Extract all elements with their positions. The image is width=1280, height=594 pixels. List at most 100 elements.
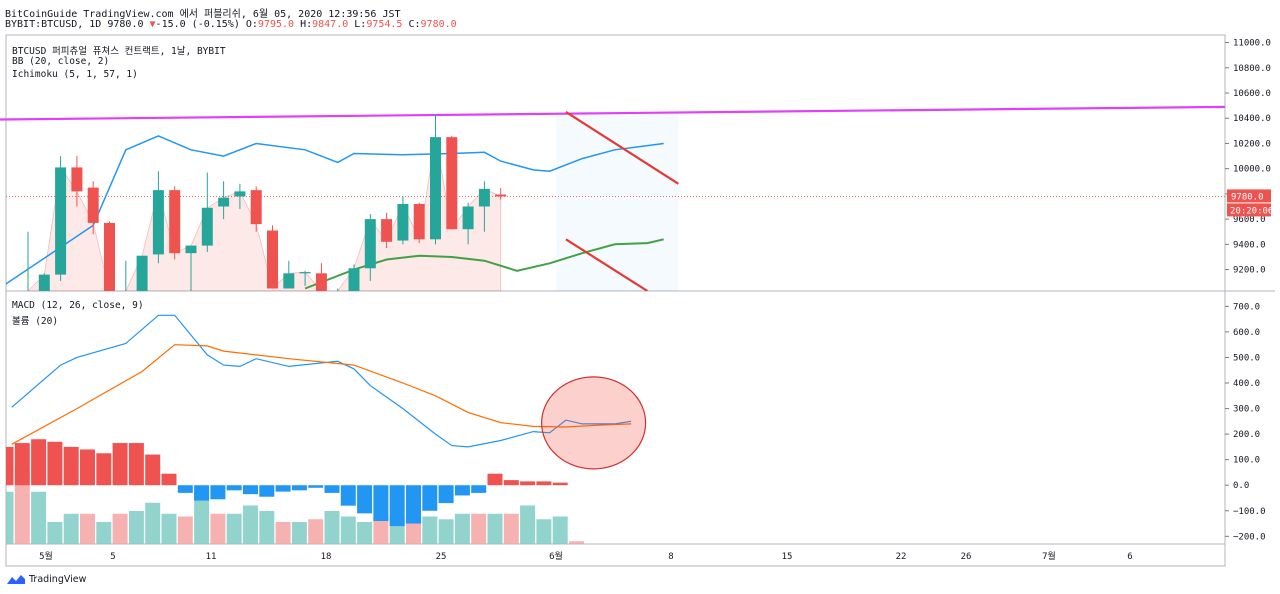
open-label: O: [245, 19, 258, 30]
time-tick-label: 26 [961, 552, 972, 562]
last-price: 9780.0 [107, 19, 144, 30]
bb-upper-line [6, 135, 664, 285]
price-tick-label: 10400.0 [1233, 114, 1271, 124]
time-tag-text: 20:20:06 [1230, 206, 1273, 216]
volume-bar [422, 516, 438, 544]
macd-histogram-bar [14, 443, 30, 486]
bb-legend: BB (20, close, 2) [12, 56, 110, 67]
macd-histogram-bar [373, 485, 389, 521]
macd-histogram-bar [275, 485, 291, 492]
candle-down [381, 219, 393, 242]
volume-bar [568, 541, 584, 544]
candle-up [136, 255, 148, 291]
macd-histogram-bar [259, 485, 275, 497]
volume-bar [275, 522, 291, 544]
price-tick-label: 10800.0 [1233, 64, 1271, 74]
volume-bar [79, 513, 95, 544]
volume-bar [242, 505, 258, 544]
time-tick-label: 25 [436, 552, 447, 562]
volume-bar [536, 519, 552, 544]
macd-histogram-bar [194, 485, 210, 501]
ichimoku-legend: Ichimoku (5, 1, 57, 1) [12, 69, 138, 80]
volume-bar [63, 513, 79, 544]
price-tick-label: 9400.0 [1233, 240, 1266, 250]
volume-bar [487, 513, 503, 544]
macd-histogram-bar [308, 485, 324, 488]
macd-histogram-bar [389, 485, 405, 527]
volume-bar [308, 519, 324, 544]
time-tick-label: 6 [1127, 552, 1132, 562]
volume-legend: 볼륨 (20) [12, 316, 59, 327]
open-value: 9795.0 [257, 19, 295, 30]
macd-tick-label: 700.0 [1233, 302, 1260, 312]
highlight-circle [541, 376, 647, 470]
candle-down [446, 137, 458, 230]
volume-bar [47, 522, 63, 544]
price-tag-text: 9780.0 [1231, 192, 1264, 202]
candle-up [348, 268, 360, 291]
volume-bar [128, 511, 144, 544]
price-tick-label: 11000.0 [1233, 39, 1271, 49]
candle-up [462, 206, 474, 230]
change-down-icon: ▼ [149, 19, 156, 30]
macd-histogram-bar [357, 485, 373, 514]
macd-histogram-bar [487, 473, 503, 486]
volume-bar [177, 516, 193, 544]
trendline-magenta [0, 105, 1226, 121]
macd-histogram-bar [422, 485, 438, 511]
candle-up [430, 137, 441, 240]
price-tick-label: 10600.0 [1233, 89, 1271, 99]
macd-histogram-bar [210, 485, 226, 500]
candle-down [250, 190, 262, 225]
macd-histogram-bar [177, 485, 193, 493]
tradingview-brand: TradingView [29, 573, 87, 585]
candle-up [218, 197, 230, 207]
candle-up [478, 188, 490, 207]
volume-bar [373, 516, 389, 544]
macd-histogram-bar [47, 441, 63, 486]
candle-down [267, 230, 278, 289]
candle-up [397, 203, 409, 241]
macd-histogram-bar [503, 480, 519, 486]
high-value: 9847.0 [312, 19, 349, 30]
macd-legend: MACD (12, 26, close, 9) [12, 300, 144, 311]
macd-histogram-bar [242, 485, 258, 495]
candle-down [315, 273, 327, 291]
macd-tick-label: 500.0 [1233, 353, 1260, 363]
volume-bar [112, 513, 128, 544]
channel-area [556, 111, 679, 291]
price-tick-label: 10000.0 [1233, 165, 1271, 175]
volume-bar [31, 491, 47, 544]
time-tick-label: 11 [206, 552, 217, 562]
volume-bar [6, 491, 14, 544]
macd-histogram-bar [226, 485, 242, 491]
macd-tick-label: −200.0 [1233, 532, 1266, 542]
time-tick-label: 7월 [1042, 550, 1056, 562]
macd-histogram-bar [340, 485, 356, 506]
time-tick-label: 6월 [549, 550, 563, 562]
macd-histogram-bar [405, 485, 421, 524]
channel-lower-line [565, 238, 648, 291]
volume-bar [145, 502, 161, 544]
ohlc-header: BYBIT:BTCUSD, 1D 9780.0 ▼-15.0 (-0.15%) … [5, 19, 457, 30]
time-tag [1227, 203, 1271, 217]
price-tick-label: 9200.0 [1233, 266, 1266, 276]
price-tick-label: 10200.0 [1233, 139, 1271, 149]
change-value: -15.0 (-0.15%) [155, 19, 240, 30]
macd-histogram-bar [536, 481, 552, 486]
macd-line [11, 314, 632, 448]
tradingview-logo[interactable]: TradingView [6, 573, 86, 585]
macd-tick-label: 400.0 [1233, 379, 1260, 389]
price-tag [1227, 189, 1271, 203]
candle-down [71, 167, 83, 192]
volume-bar [438, 519, 454, 544]
close-label: C: [408, 19, 421, 30]
candle-up [185, 245, 197, 254]
candle-up [234, 191, 246, 197]
time-tick-label: 15 [782, 552, 793, 562]
macd-tick-label: 300.0 [1233, 405, 1260, 415]
publish-header: BitCoinGuide TradingView.com 에서 퍼블리쉬, 6월… [5, 9, 401, 20]
macd-tick-label: −100.0 [1233, 507, 1266, 517]
time-tick-label: 5월 [39, 550, 53, 562]
